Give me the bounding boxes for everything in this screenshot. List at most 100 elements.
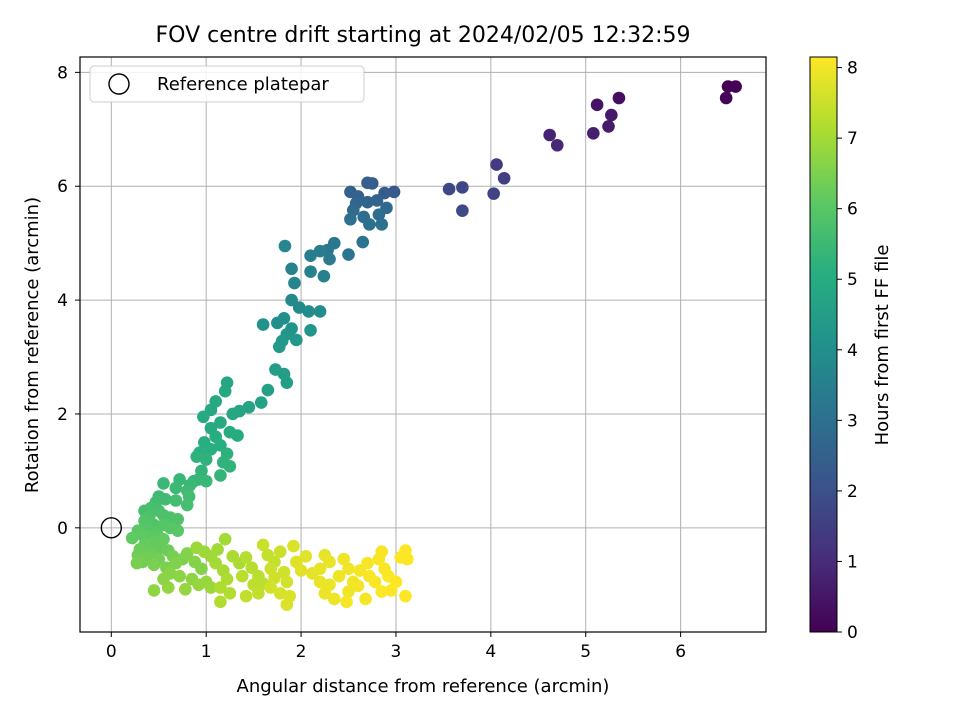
data-point — [389, 575, 403, 589]
data-point — [125, 531, 139, 545]
data-point — [256, 538, 270, 552]
data-point — [272, 340, 286, 354]
data-point — [456, 204, 469, 218]
data-point — [361, 556, 374, 570]
data-point — [161, 581, 175, 594]
data-point — [214, 581, 227, 594]
data-point — [157, 477, 170, 490]
x-tick-label: 0 — [106, 642, 117, 662]
chart-title: FOV centre drift starting at 2024/02/05 … — [156, 23, 691, 48]
data-point — [318, 586, 332, 600]
colorbar-label: Hours from first FF file — [872, 245, 893, 446]
data-point — [340, 595, 353, 609]
legend-marker-circle-icon — [108, 73, 130, 95]
data-point — [304, 323, 317, 337]
x-axis-ticks: 0 1 2 3 4 5 6 — [106, 632, 686, 662]
data-point — [375, 218, 389, 231]
data-point — [729, 80, 742, 93]
data-point — [323, 252, 336, 266]
data-point — [278, 239, 292, 253]
data-point — [401, 552, 414, 566]
data-point — [313, 305, 327, 318]
colorbar-tick-label: 4 — [847, 341, 858, 361]
y-tick-label: 4 — [57, 291, 68, 311]
data-point — [169, 481, 183, 495]
data-point — [245, 561, 259, 574]
colorbar-tick-label: 8 — [847, 59, 858, 79]
data-point — [304, 249, 317, 262]
data-point — [242, 400, 256, 414]
data-point — [223, 586, 237, 600]
data-point — [256, 318, 270, 331]
data-point — [159, 493, 172, 506]
data-point — [587, 126, 600, 140]
data-point — [313, 575, 327, 589]
data-point — [387, 185, 401, 199]
colorbar-tick-label: 1 — [847, 552, 858, 572]
y-tick-label: 2 — [57, 405, 68, 425]
colorbar-tick-label: 3 — [847, 411, 858, 431]
data-point — [287, 539, 300, 553]
data-point — [602, 120, 615, 133]
data-point — [135, 528, 148, 541]
data-point — [180, 547, 194, 560]
data-point — [211, 543, 224, 556]
data-point — [214, 469, 227, 482]
data-point — [490, 158, 503, 171]
data-point — [254, 396, 268, 409]
data-point — [368, 575, 382, 589]
data-point — [204, 581, 218, 594]
data-point — [226, 407, 240, 421]
data-point — [497, 171, 511, 185]
data-point — [361, 195, 374, 209]
data-point — [317, 269, 331, 283]
data-point — [290, 333, 303, 347]
data-point — [543, 128, 556, 142]
data-point — [277, 565, 291, 579]
colorbar-tick-label: 2 — [847, 482, 858, 502]
legend: Reference platepar — [89, 65, 365, 103]
x-tick-label: 6 — [675, 642, 686, 662]
data-point — [342, 585, 355, 598]
data-point — [280, 598, 294, 611]
data-point — [299, 549, 313, 563]
legend-box — [89, 65, 365, 103]
data-point — [302, 305, 315, 318]
plot-frame — [79, 56, 767, 633]
data-point — [214, 416, 227, 429]
data-point — [456, 181, 469, 194]
data-point — [487, 187, 500, 200]
data-point — [280, 376, 294, 389]
data-point — [612, 91, 626, 105]
reference-marker-layer — [100, 517, 123, 539]
data-point — [195, 562, 208, 576]
data-point — [351, 579, 365, 593]
data-point — [130, 556, 144, 570]
data-point — [218, 384, 232, 398]
data-point — [327, 592, 341, 606]
data-point — [605, 108, 618, 122]
data-point — [239, 551, 253, 564]
data-point — [179, 583, 192, 596]
data-point — [171, 512, 185, 526]
data-point — [223, 460, 237, 473]
data-point — [359, 592, 372, 606]
data-point — [280, 575, 294, 589]
x-axis-label: Angular distance from reference (arcmin) — [237, 676, 610, 697]
data-point — [231, 429, 244, 442]
data-point — [264, 581, 278, 594]
data-point — [304, 265, 317, 278]
data-point — [252, 586, 265, 600]
data-point — [342, 248, 355, 261]
reference-marker — [100, 517, 123, 539]
data-point — [180, 498, 194, 512]
data-point — [342, 562, 355, 576]
data-point — [147, 584, 161, 597]
x-tick-label: 1 — [201, 642, 212, 662]
data-point — [197, 410, 210, 424]
x-tick-label: 5 — [580, 642, 591, 662]
x-tick-label: 3 — [391, 642, 402, 662]
data-point — [199, 474, 213, 488]
data-point — [292, 301, 306, 314]
